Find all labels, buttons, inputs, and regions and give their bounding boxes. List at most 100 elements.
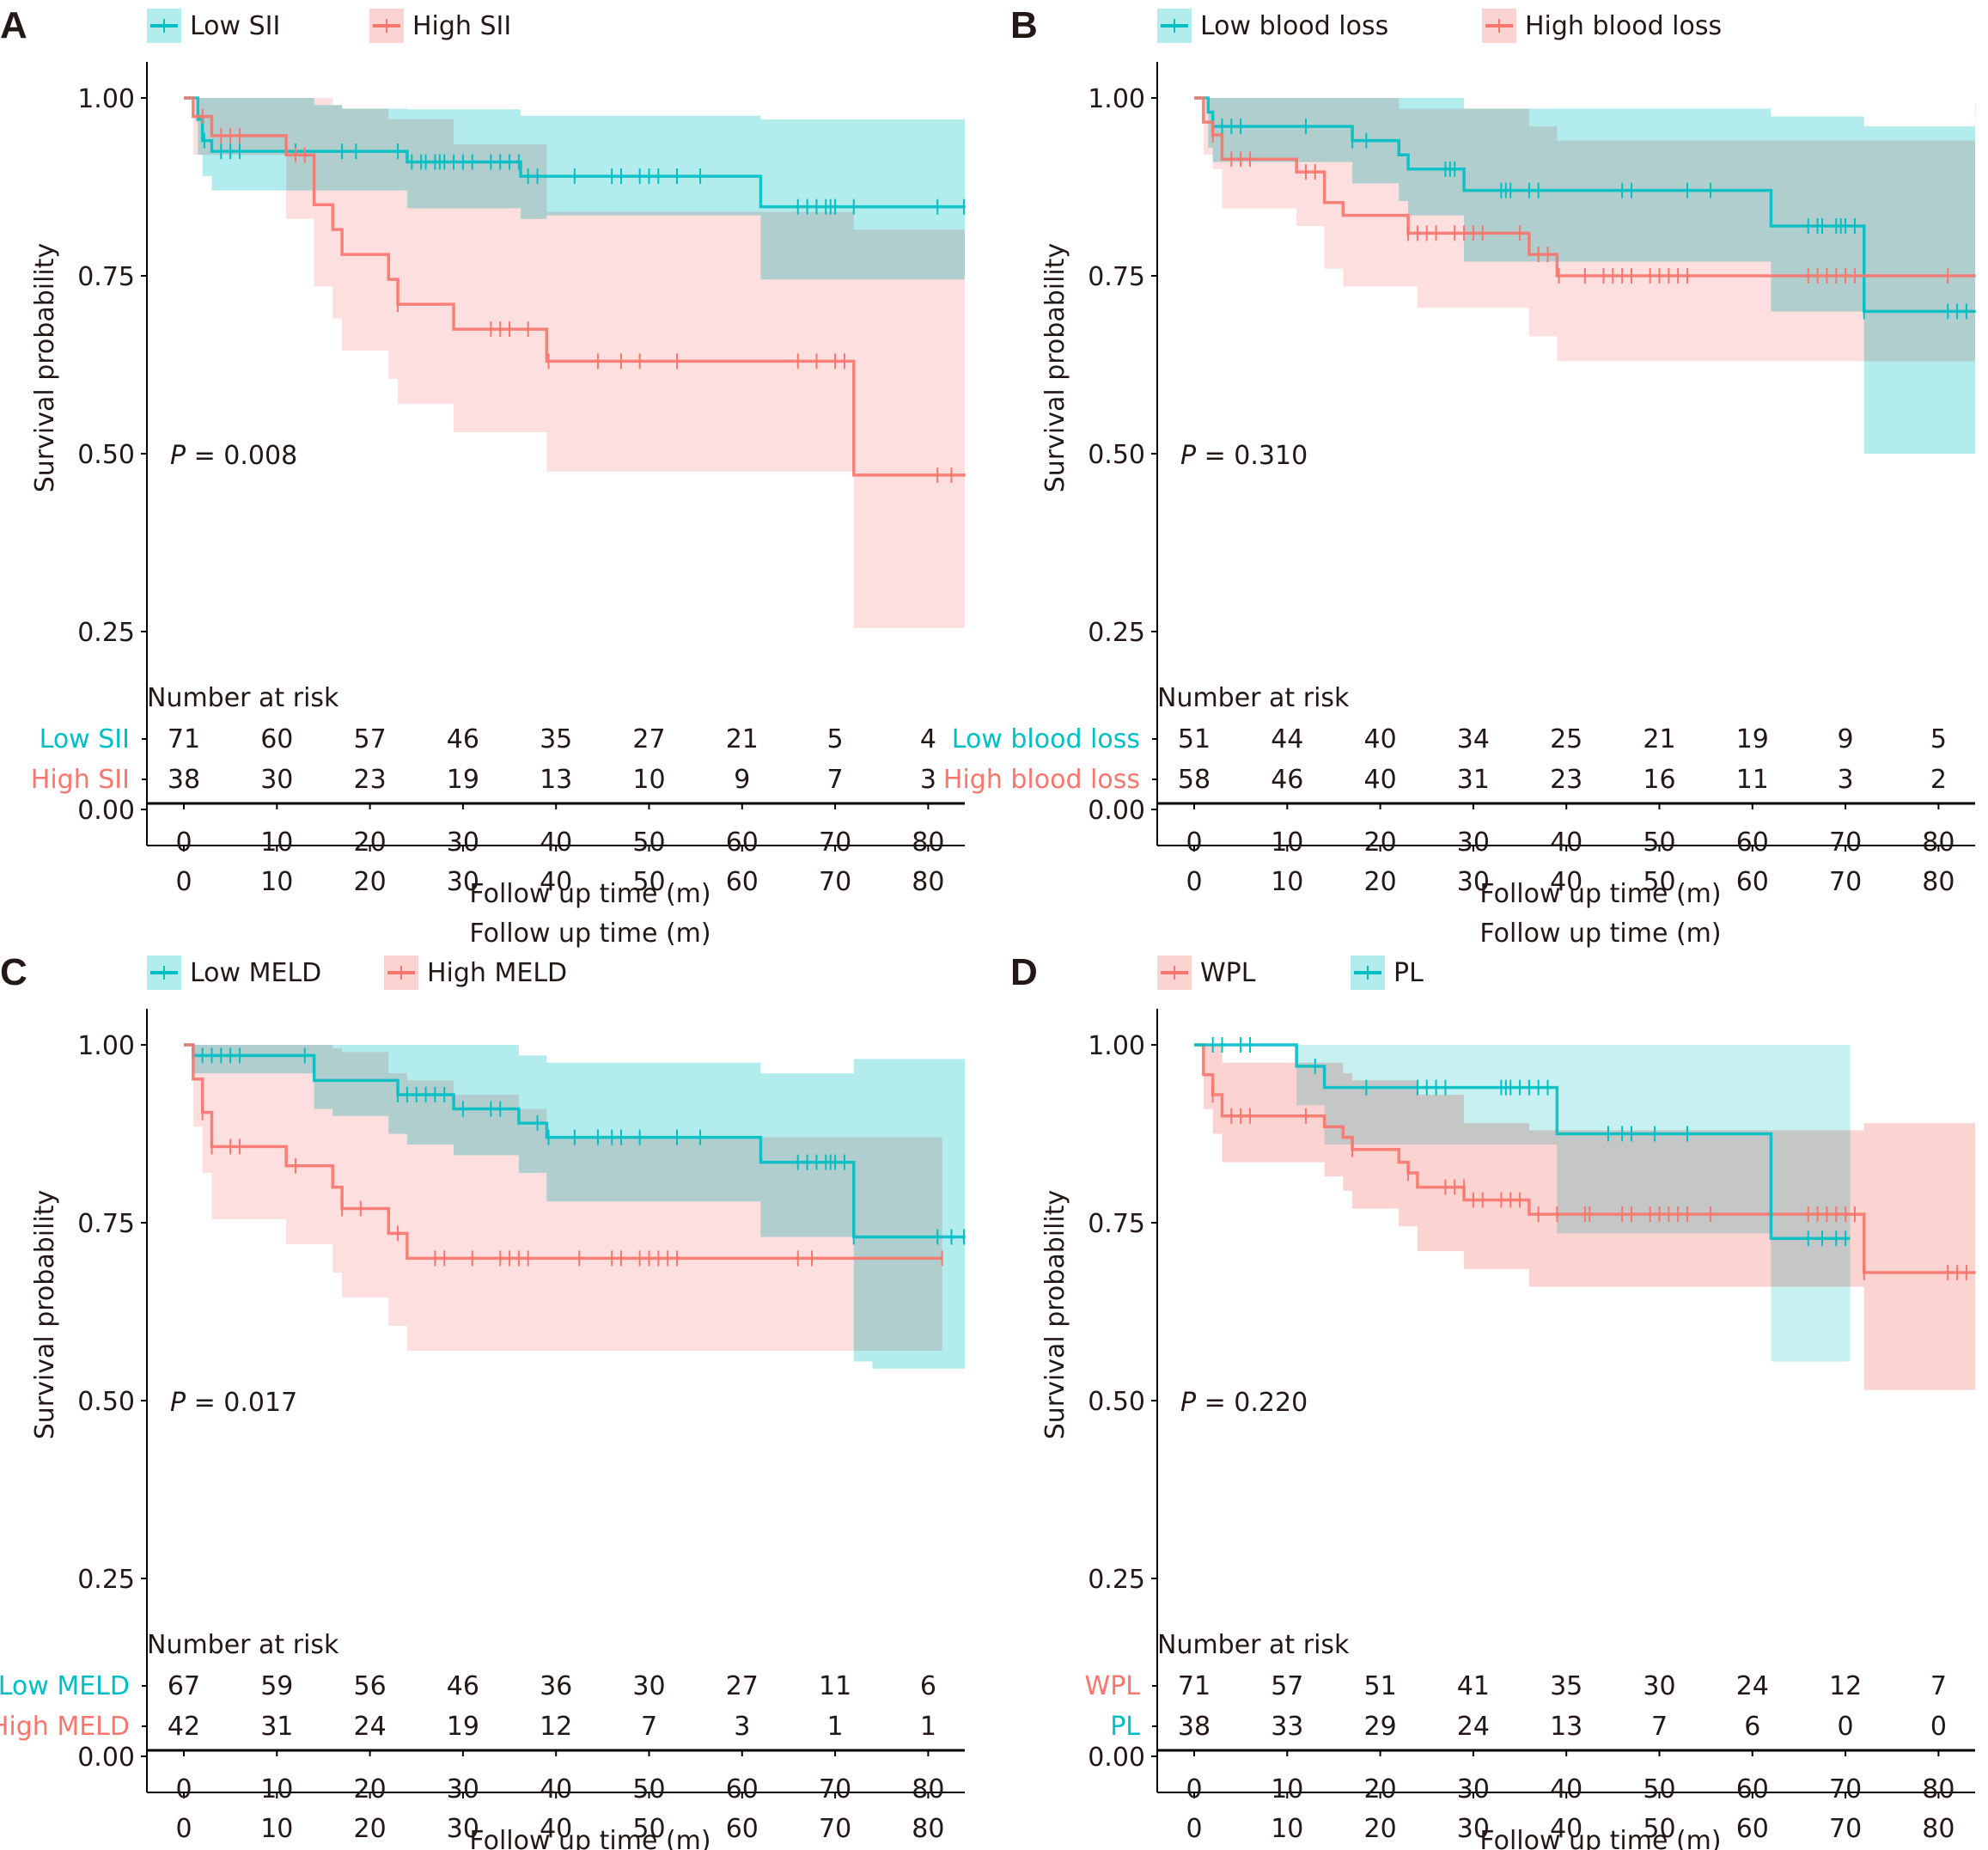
legend-label: WPL <box>1200 958 1256 988</box>
panel-d: D WPL PL0.000.250.500.751.000 10 20 30 40 50 60 7… <box>1010 951 1976 1850</box>
series-high-sii <box>184 96 966 483</box>
p-symbol: P <box>170 1388 186 1418</box>
risk-value: 46 <box>447 1671 479 1701</box>
y-axis-title: Survival probability <box>1040 1190 1070 1440</box>
risk-value: 24 <box>354 1712 387 1742</box>
x-tick-label: 40 <box>540 867 572 897</box>
risk-row: High MELD 42 31 24 19 12 7 3 1 1 <box>0 1712 936 1742</box>
legend-item[interactable]: High blood loss <box>1482 9 1722 43</box>
risk-x-tick-label: 60 <box>1736 827 1769 858</box>
x-tick-label: 0 <box>1186 1814 1202 1844</box>
risk-x-tick-label: 50 <box>632 827 665 858</box>
x-tick-label: 20 <box>1364 867 1397 897</box>
survival-curve <box>184 96 966 477</box>
risk-x-tick-label: 40 <box>540 827 572 858</box>
risk-x-axis-title: Follow up time (m) <box>1479 879 1721 909</box>
y-tick-label: 0.00 <box>77 796 135 826</box>
risk-value: 19 <box>447 765 479 795</box>
x-tick-label: 80 <box>1922 867 1954 897</box>
x-tick-label: 70 <box>1829 867 1862 897</box>
risk-x-axis-title: Follow up time (m) <box>469 879 710 909</box>
risk-value: 4 <box>920 724 936 754</box>
risk-table-title: Number at risk <box>1157 1630 1350 1660</box>
risk-value: 12 <box>1829 1671 1862 1701</box>
y-tick-label: 1.00 <box>1088 84 1145 114</box>
risk-value: 51 <box>1364 1671 1397 1701</box>
p-value-number: = 0.008 <box>186 441 297 471</box>
risk-x-axis-title: Follow up time (m) <box>1479 1826 1721 1850</box>
x-tick-label: 50 <box>632 1814 665 1844</box>
y-tick-label: 0.00 <box>1088 1743 1145 1773</box>
p-value: P = 0.008 <box>170 441 297 471</box>
risk-row-label: Low MELD <box>0 1671 130 1701</box>
x-tick-label: 0 <box>175 867 192 897</box>
legend-item[interactable]: WPL <box>1157 956 1256 990</box>
legend-item[interactable]: Low SII <box>147 9 280 43</box>
x-tick-label: 20 <box>1364 1814 1397 1844</box>
risk-value: 21 <box>1643 724 1675 754</box>
legend-item[interactable]: PL <box>1351 956 1424 990</box>
risk-x-tick-label: 80 <box>1922 827 1954 858</box>
risk-table-title: Number at risk <box>1157 683 1350 713</box>
panel-b: B Low blood loss High blood loss0.000.250.… <box>943 4 1976 949</box>
ci-band-low-meld <box>184 1045 966 1369</box>
risk-value: 16 <box>1643 765 1675 795</box>
panel-letter: A <box>0 4 27 46</box>
risk-value: 34 <box>1457 724 1490 754</box>
risk-value: 38 <box>168 765 200 795</box>
p-value-number: = 0.310 <box>1196 441 1308 471</box>
ci-band-high-meld <box>184 1045 942 1352</box>
risk-value: 31 <box>260 1712 293 1742</box>
risk-row: High blood loss 58 46 40 31 23 16 11 3 2 <box>943 765 1947 795</box>
risk-value: 42 <box>168 1712 200 1742</box>
risk-x-tick-label: 10 <box>1271 827 1303 858</box>
x-tick-label: 60 <box>726 867 759 897</box>
risk-value: 31 <box>1457 765 1490 795</box>
risk-x-tick-label: 20 <box>354 827 387 858</box>
x-tick-label: 50 <box>632 867 665 897</box>
legend-item[interactable]: High MELD <box>384 956 567 990</box>
y-tick-label: 1.00 <box>1088 1031 1145 1061</box>
risk-value: 24 <box>1736 1671 1769 1701</box>
risk-x-tick-label: 70 <box>819 1774 851 1804</box>
risk-x-tick-label: 60 <box>726 827 759 858</box>
risk-row-label: Low blood loss <box>952 724 1140 754</box>
risk-x-tick-label: 80 <box>912 827 944 858</box>
risk-value: 44 <box>1271 724 1303 754</box>
ci-bands <box>1194 98 1976 454</box>
risk-value: 11 <box>1736 765 1769 795</box>
y-tick-label: 0.75 <box>77 262 135 292</box>
p-value-number: = 0.017 <box>186 1388 297 1418</box>
legend-item[interactable]: Low MELD <box>147 956 321 990</box>
x-tick-label: 0 <box>175 1814 192 1844</box>
risk-value: 58 <box>1178 765 1210 795</box>
legend-item[interactable]: High SII <box>369 9 511 43</box>
risk-x-tick-label: 30 <box>1457 827 1490 858</box>
risk-x-tick-label: 10 <box>260 827 293 858</box>
legend-label: Low MELD <box>190 958 321 988</box>
legend-item[interactable]: Low blood loss <box>1157 9 1388 43</box>
series-high-blood-loss <box>1194 96 1976 284</box>
risk-value: 30 <box>260 765 293 795</box>
risk-x-tick-label: 10 <box>260 1774 293 1804</box>
risk-value: 21 <box>726 724 759 754</box>
risk-value: 19 <box>1736 724 1769 754</box>
x-tick-label: 70 <box>819 1814 851 1844</box>
risk-value: 9 <box>734 765 750 795</box>
risk-value: 35 <box>1550 1671 1582 1701</box>
x-tick-label: 30 <box>1457 1814 1490 1844</box>
x-axis-title: Follow up time (m) <box>1479 919 1721 949</box>
risk-value: 25 <box>1550 724 1582 754</box>
risk-x-tick-label: 50 <box>1643 1774 1675 1804</box>
x-tick-label: 50 <box>1643 1814 1675 1844</box>
risk-value: 40 <box>1364 724 1397 754</box>
risk-value: 7 <box>641 1712 657 1742</box>
risk-x-tick-label: 10 <box>1271 1774 1303 1804</box>
risk-table-title: Number at risk <box>147 1630 339 1660</box>
x-tick-label: 40 <box>1550 867 1582 897</box>
y-axis-title: Survival probability <box>1040 243 1070 493</box>
p-value: P = 0.220 <box>1180 1388 1308 1418</box>
risk-row-label: High MELD <box>0 1712 130 1742</box>
